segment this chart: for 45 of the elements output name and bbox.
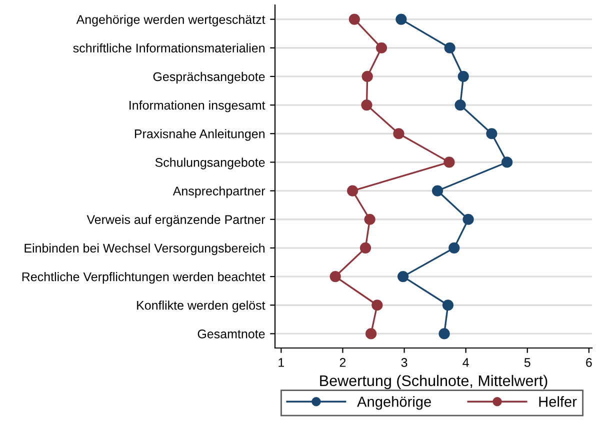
y-tick-label: Angehörige werden wertgeschätzt: [76, 14, 266, 26]
point: [444, 42, 456, 54]
x-tick-label: 4: [462, 358, 469, 367]
point: [330, 270, 341, 282]
point: [454, 99, 466, 111]
x-axis-title: Bewertung (Schulnote, Mittelwert): [320, 374, 548, 390]
point: [458, 70, 469, 82]
x-tick-label: 5: [524, 358, 530, 367]
point: [438, 328, 450, 340]
legend-label: Angehörige: [357, 396, 431, 410]
point: [486, 128, 498, 140]
x-tick-label: 3: [401, 358, 408, 367]
point: [364, 214, 376, 225]
legend-label: Helfer: [539, 396, 577, 407]
point: [397, 270, 409, 282]
y-tick-label: Einbinden bei Wechsel Versorgungsbereich: [24, 243, 264, 256]
y-tick-label: Praxisnahe Anleitungen: [134, 129, 264, 141]
y-tick-label: Informationen insgesamt: [130, 100, 266, 112]
point: [347, 185, 358, 196]
point: [348, 14, 360, 25]
point: [442, 300, 454, 311]
point: [444, 156, 455, 168]
point: [396, 14, 407, 25]
point: [432, 185, 444, 196]
point: [502, 156, 513, 168]
point: [376, 42, 388, 54]
point: [393, 128, 404, 140]
x-tick-label: 6: [586, 358, 592, 367]
y-tick-label: Schulungsangebote: [155, 158, 265, 170]
y-tick-label: Rechtliche Verpflichtungen werden beachtet: [22, 272, 266, 284]
x-tick-label: 2: [340, 358, 346, 367]
point: [360, 242, 372, 254]
y-tick-label: Ansprechpartner: [172, 186, 266, 198]
y-tick-label: Gesprächsangebote: [153, 72, 265, 84]
y-tick-label: Konflikte werden gelöst: [137, 300, 266, 312]
point: [362, 70, 373, 82]
point: [361, 99, 372, 111]
point: [372, 300, 383, 311]
y-tick-label: Verweis auf ergänzende Partner: [86, 214, 266, 226]
y-tick-label: Gesamtnote: [198, 330, 265, 338]
point: [448, 242, 460, 254]
x-tick-label: 1: [278, 358, 284, 367]
y-tick-label: schriftliche Informationsmaterialien: [73, 43, 264, 53]
point: [462, 214, 474, 225]
point: [365, 328, 377, 340]
